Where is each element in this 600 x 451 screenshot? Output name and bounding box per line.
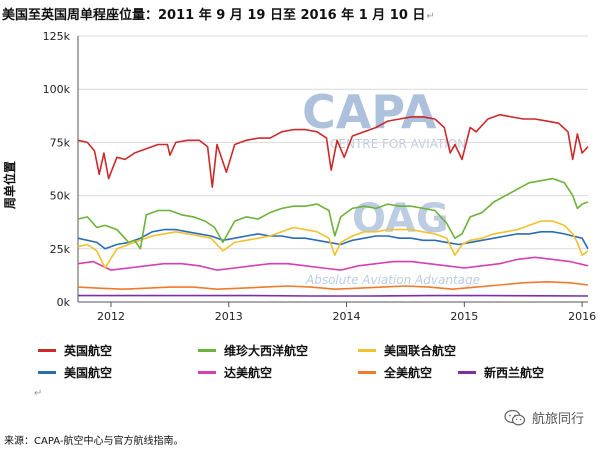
series-line-6 <box>77 281 589 290</box>
series-line-3 <box>77 220 589 269</box>
legend-swatch <box>198 370 216 374</box>
legend-swatch <box>358 348 376 352</box>
legend-item: 美国联合航空 <box>358 340 456 360</box>
legend-label: 新西兰航空 <box>484 365 545 380</box>
chart-svg: CAPA CENTRE FOR AVIATION OAG Absolute Av… <box>2 30 596 323</box>
series-line-5 <box>77 256 589 271</box>
legend-item: 全美航空 <box>358 362 432 382</box>
grid-lines <box>78 35 588 303</box>
y-tick-label: 100k <box>43 83 71 96</box>
y-tick-label: 75k <box>50 136 71 149</box>
x-tick-label: 2015 <box>450 310 478 323</box>
legend-label: 英国航空 <box>64 343 113 358</box>
chart-title: 美国至英国周单程座位量：2011 年 9 月 19 日至 2016 年 1 月 … <box>2 4 598 23</box>
legend: 英国航空 维珍大西洋航空 美国联合航空美国航空 达美航空 全美航空 新西兰航空 <box>38 340 598 386</box>
legend-swatch <box>358 370 376 374</box>
series-lines <box>77 113 589 297</box>
legend-item: 维珍大西洋航空 <box>198 340 308 360</box>
y-tick-label: 0k <box>57 296 71 309</box>
brand: 航旅同行 <box>504 408 584 427</box>
series-line-2 <box>77 177 589 250</box>
series-line-4 <box>77 228 589 250</box>
x-tick-label: 2016 <box>568 310 596 323</box>
legend-return-mark: ↵ <box>34 388 43 399</box>
y-tick-label: 125k <box>43 30 71 43</box>
legend-swatch <box>38 348 56 352</box>
x-tick-label: 2013 <box>215 310 243 323</box>
oag-watermark-text: OAG <box>352 196 449 242</box>
legend-label: 美国航空 <box>64 365 113 380</box>
legend-item: 新西兰航空 <box>458 362 544 382</box>
chart-title-text: 美国至英国周单程座位量：2011 年 9 月 19 日至 2016 年 1 月 … <box>2 8 426 23</box>
x-tick-label: 2012 <box>97 310 125 323</box>
legend-item: 美国航空 <box>38 362 112 382</box>
legend-label: 美国联合航空 <box>384 343 457 358</box>
legend-label: 达美航空 <box>224 365 273 380</box>
watermark-logo: CAPA CENTRE FOR AVIATION OAG Absolute Av… <box>302 85 480 287</box>
legend-item: 英国航空 <box>38 340 112 360</box>
capa-watermark-text: CAPA <box>302 85 437 139</box>
wechat-icon <box>504 409 526 425</box>
oag-watermark-tagline: Absolute Aviation Advantage <box>305 273 480 287</box>
legend-swatch <box>198 348 216 352</box>
x-tick-label: 2014 <box>333 310 361 323</box>
legend-label: 维珍大西洋航空 <box>224 343 309 358</box>
legend-label: 全美航空 <box>384 365 433 380</box>
y-tick-label: 50k <box>50 190 71 203</box>
brand-name: 航旅同行 <box>531 412 584 427</box>
legend-item: 达美航空 <box>198 362 272 382</box>
y-axis-label: 周单位置 <box>2 161 17 209</box>
source-note: 来源：CAPA-航空中心与官方航线指南。 <box>4 436 184 447</box>
series-line-1 <box>77 113 589 188</box>
legend-swatch <box>458 370 476 374</box>
axes: 0k 25k 50k 75k 100k 125k 2012 2013 2014 2015 2016 <box>43 30 596 323</box>
return-mark: ↵ <box>426 11 435 22</box>
legend-swatch <box>38 370 56 374</box>
y-tick-label: 25k <box>50 243 71 256</box>
capa-watermark-tagline: CENTRE FOR AVIATION <box>330 137 466 151</box>
